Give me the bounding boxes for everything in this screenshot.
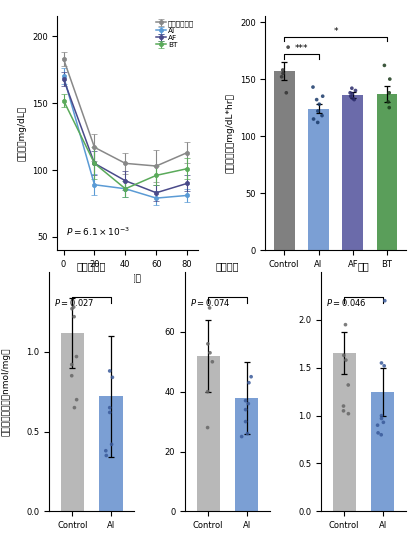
Point bbox=[339, 406, 346, 415]
Point bbox=[310, 115, 316, 123]
Point bbox=[319, 92, 325, 101]
Title: ブドウ糖: ブドウ糖 bbox=[215, 261, 239, 271]
Point bbox=[318, 111, 324, 120]
Point bbox=[348, 84, 354, 92]
Bar bbox=[61, 332, 84, 511]
Point bbox=[245, 379, 252, 387]
Point bbox=[309, 83, 315, 91]
Point bbox=[279, 69, 285, 78]
Point bbox=[68, 360, 75, 369]
Point bbox=[103, 451, 109, 460]
Point bbox=[71, 312, 77, 321]
Point bbox=[279, 66, 285, 75]
Point bbox=[106, 403, 113, 412]
Point bbox=[71, 403, 78, 412]
Legend: コントロール, AI, AF, BT: コントロール, AI, AF, BT bbox=[154, 18, 195, 50]
Point bbox=[374, 429, 380, 437]
Point bbox=[377, 430, 384, 439]
Text: 盲腸内容物濃度（nmol/mg）: 盲腸内容物濃度（nmol/mg） bbox=[2, 348, 11, 436]
Point bbox=[204, 339, 211, 348]
Point bbox=[342, 356, 348, 364]
Point bbox=[339, 401, 346, 410]
Point bbox=[312, 95, 319, 104]
Point bbox=[379, 418, 386, 426]
Bar bbox=[370, 392, 393, 511]
Title: マンノース: マンノース bbox=[77, 261, 106, 271]
Bar bbox=[342, 95, 362, 250]
Point bbox=[386, 75, 392, 83]
Point bbox=[108, 440, 115, 449]
Text: *: * bbox=[333, 27, 337, 36]
Point bbox=[206, 304, 212, 312]
X-axis label: 時間（分）: 時間（分） bbox=[114, 275, 141, 283]
Bar bbox=[196, 356, 219, 511]
Bar bbox=[99, 397, 122, 511]
Point bbox=[346, 89, 353, 97]
Point bbox=[278, 72, 284, 81]
Point bbox=[344, 381, 351, 390]
Text: $P = 6.1 \times 10^{-3}$: $P = 6.1 \times 10^{-3}$ bbox=[66, 226, 130, 238]
Point bbox=[384, 97, 391, 106]
Point bbox=[377, 411, 384, 420]
Point bbox=[348, 90, 355, 98]
Point bbox=[314, 118, 320, 127]
Point bbox=[242, 417, 248, 426]
Bar bbox=[235, 398, 258, 511]
Text: $P = 0.046$: $P = 0.046$ bbox=[325, 296, 366, 307]
Point bbox=[282, 89, 289, 97]
Point bbox=[73, 395, 80, 404]
Point bbox=[349, 94, 355, 103]
Point bbox=[106, 367, 113, 375]
Y-axis label: 血糖値（mg/dL）: 血糖値（mg/dL） bbox=[17, 106, 26, 161]
Point bbox=[68, 372, 75, 380]
Bar bbox=[376, 94, 396, 250]
Point bbox=[351, 86, 358, 95]
Point bbox=[73, 352, 80, 361]
Point bbox=[109, 373, 115, 382]
Point bbox=[242, 405, 248, 414]
Point bbox=[380, 61, 387, 70]
Bar bbox=[273, 71, 294, 250]
Text: $P = 0.027$: $P = 0.027$ bbox=[54, 296, 94, 307]
Point bbox=[380, 361, 387, 370]
Point bbox=[102, 447, 109, 455]
Point bbox=[342, 320, 348, 329]
Point bbox=[350, 95, 357, 104]
Text: $P = 0.074$: $P = 0.074$ bbox=[190, 296, 230, 307]
Point bbox=[69, 304, 75, 313]
Point bbox=[209, 357, 215, 366]
Point bbox=[339, 351, 346, 360]
Y-axis label: 曲線下面積（mg/dL*hr）: 曲線下面積（mg/dL*hr） bbox=[225, 94, 234, 173]
Point bbox=[373, 421, 380, 430]
Point bbox=[245, 399, 251, 408]
Point bbox=[377, 414, 384, 423]
Bar bbox=[332, 354, 355, 511]
Point bbox=[204, 423, 210, 432]
Text: ***: *** bbox=[294, 44, 307, 53]
Point bbox=[385, 89, 391, 97]
Point bbox=[314, 107, 320, 115]
Point bbox=[284, 43, 291, 52]
Point bbox=[242, 396, 248, 405]
Bar bbox=[308, 109, 328, 250]
Title: 果糖: 果糖 bbox=[357, 261, 369, 271]
Point bbox=[238, 432, 244, 441]
Point bbox=[381, 296, 387, 305]
Point bbox=[206, 348, 213, 357]
Point bbox=[247, 372, 254, 381]
Point bbox=[385, 103, 391, 112]
Point bbox=[344, 409, 351, 418]
Point bbox=[346, 92, 353, 101]
Point bbox=[204, 387, 210, 396]
Point bbox=[106, 408, 113, 417]
Point bbox=[377, 358, 384, 367]
Point bbox=[70, 303, 77, 312]
Point bbox=[244, 429, 250, 438]
Point bbox=[315, 100, 322, 109]
